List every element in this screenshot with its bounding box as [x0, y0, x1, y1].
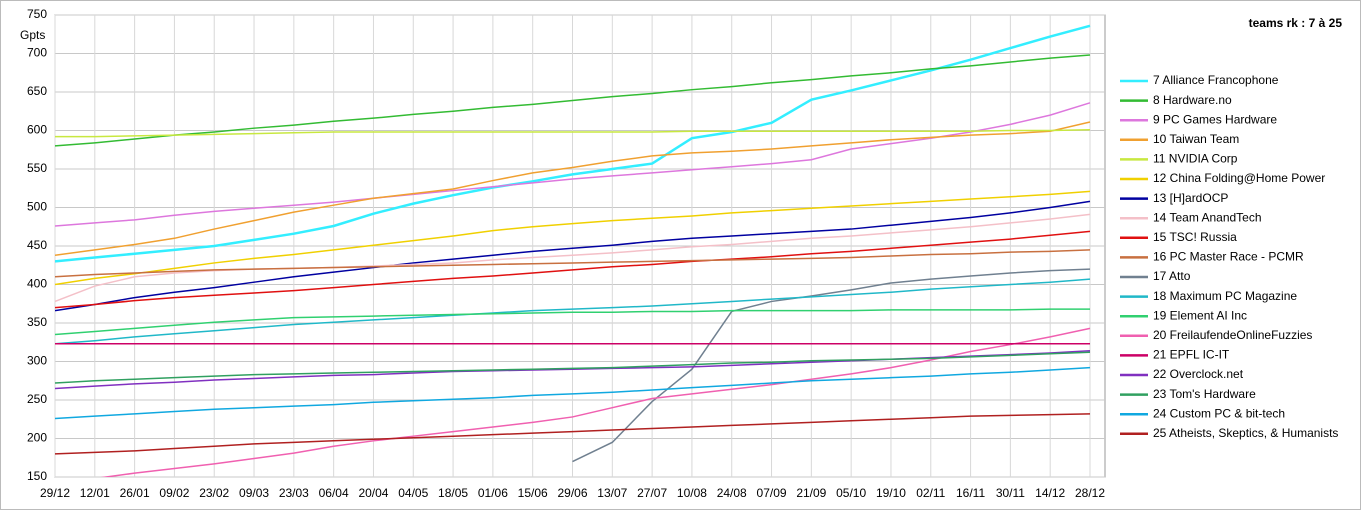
x-tick-label: 05/10: [836, 486, 866, 500]
x-tick-label: 27/07: [637, 486, 667, 500]
series-line: [55, 54, 1091, 147]
x-tick-label: 29/06: [557, 486, 587, 500]
series-line: [55, 351, 1091, 384]
y-tick-label: 500: [27, 200, 47, 214]
x-tick-label: 23/03: [279, 486, 309, 500]
x-tick-label: 02/11: [916, 486, 945, 500]
x-tick-label: 04/05: [398, 486, 428, 500]
legend-label: 7 Alliance Francophone: [1153, 73, 1279, 87]
y-tick-label: 300: [27, 354, 47, 368]
legend-label: 16 PC Master Race - PCMR: [1153, 250, 1304, 264]
legend-label: 14 Team AnandTech: [1153, 210, 1262, 224]
x-tick-label: 10/08: [677, 486, 707, 500]
legend-label: 22 Overclock.net: [1153, 367, 1244, 381]
x-tick-label: 26/01: [120, 486, 150, 500]
x-tick-label: 28/12: [1075, 486, 1105, 500]
series-line: [55, 249, 1091, 278]
y-tick-label: 600: [27, 123, 47, 137]
series-line: [55, 308, 1090, 336]
x-tick-label: 15/06: [518, 486, 548, 500]
legend-label: 15 TSC! Russia: [1153, 230, 1237, 244]
series-line: [55, 366, 1091, 420]
series-line: [55, 121, 1091, 256]
legend-label: 19 Element AI Inc: [1153, 308, 1247, 322]
x-tick-label: 21/09: [796, 486, 826, 500]
series-line: [55, 128, 1091, 138]
series-line: [55, 190, 1091, 286]
x-tick-label: 09/02: [159, 486, 189, 500]
series-line: [55, 102, 1091, 227]
series-line: [55, 200, 1091, 312]
legend-label: 20 FreilaufendeOnlineFuzzies: [1153, 328, 1312, 342]
y-tick-label: 650: [27, 84, 47, 98]
legend-label: 25 Atheists, Skeptics, & Humanists: [1153, 426, 1338, 440]
legend-label: 9 PC Games Hardware: [1153, 112, 1277, 126]
y-tick-label: 550: [27, 161, 47, 175]
x-tick-label: 01/06: [478, 486, 508, 500]
legend-label: 17 Atto: [1153, 269, 1191, 283]
x-tick-label: 13/07: [597, 486, 627, 500]
x-tick-label: 07/09: [757, 486, 787, 500]
legend-label: 18 Maximum PC Magazine: [1153, 289, 1297, 303]
x-tick-label: 18/05: [438, 486, 468, 500]
y-tick-label: 450: [27, 238, 47, 252]
x-tick-label: 29/12: [40, 486, 70, 500]
legend-label: 24 Custom PC & bit-tech: [1153, 406, 1285, 420]
legend-label: 23 Tom's Hardware: [1153, 387, 1256, 401]
legend-label: 11 NVIDIA Corp: [1153, 152, 1238, 166]
series-line: [55, 413, 1091, 455]
x-tick-label: 20/04: [358, 486, 388, 500]
y-tick-label: 200: [27, 431, 47, 445]
x-tick-label: 19/10: [876, 486, 906, 500]
y-tick-label: 250: [27, 392, 47, 406]
y-tick-label: 400: [27, 277, 47, 291]
x-tick-label: 14/12: [1035, 486, 1065, 500]
legend-label: 21 EPFL IC-IT: [1153, 348, 1230, 362]
legend-label: 13 [H]ardOCP: [1153, 191, 1228, 205]
x-tick-label: 06/04: [319, 486, 349, 500]
y-tick-label: 150: [27, 469, 47, 483]
series-line: [55, 24, 1091, 263]
y-axis-label: Gpts: [20, 28, 45, 42]
x-tick-label: 24/08: [717, 486, 747, 500]
series-line: [55, 278, 1091, 345]
y-tick-label: 700: [27, 46, 47, 60]
x-tick-label: 09/03: [239, 486, 269, 500]
legend-label: 10 Taiwan Team: [1153, 132, 1239, 146]
series-line: [55, 230, 1091, 309]
series-line: [100, 327, 1091, 477]
series-line: [572, 268, 1091, 463]
x-tick-label: 30/11: [996, 486, 1025, 500]
legend-label: 8 Hardware.no: [1153, 93, 1232, 107]
chart-title: teams rk : 7 à 25: [1249, 16, 1343, 30]
y-tick-label: 350: [27, 315, 47, 329]
x-tick-label: 12/01: [80, 486, 110, 500]
y-tick-label: 750: [27, 7, 47, 21]
x-tick-label: 23/02: [199, 486, 229, 500]
x-tick-label: 16/11: [956, 486, 985, 500]
legend-label: 12 China Folding@Home Power: [1153, 171, 1325, 185]
